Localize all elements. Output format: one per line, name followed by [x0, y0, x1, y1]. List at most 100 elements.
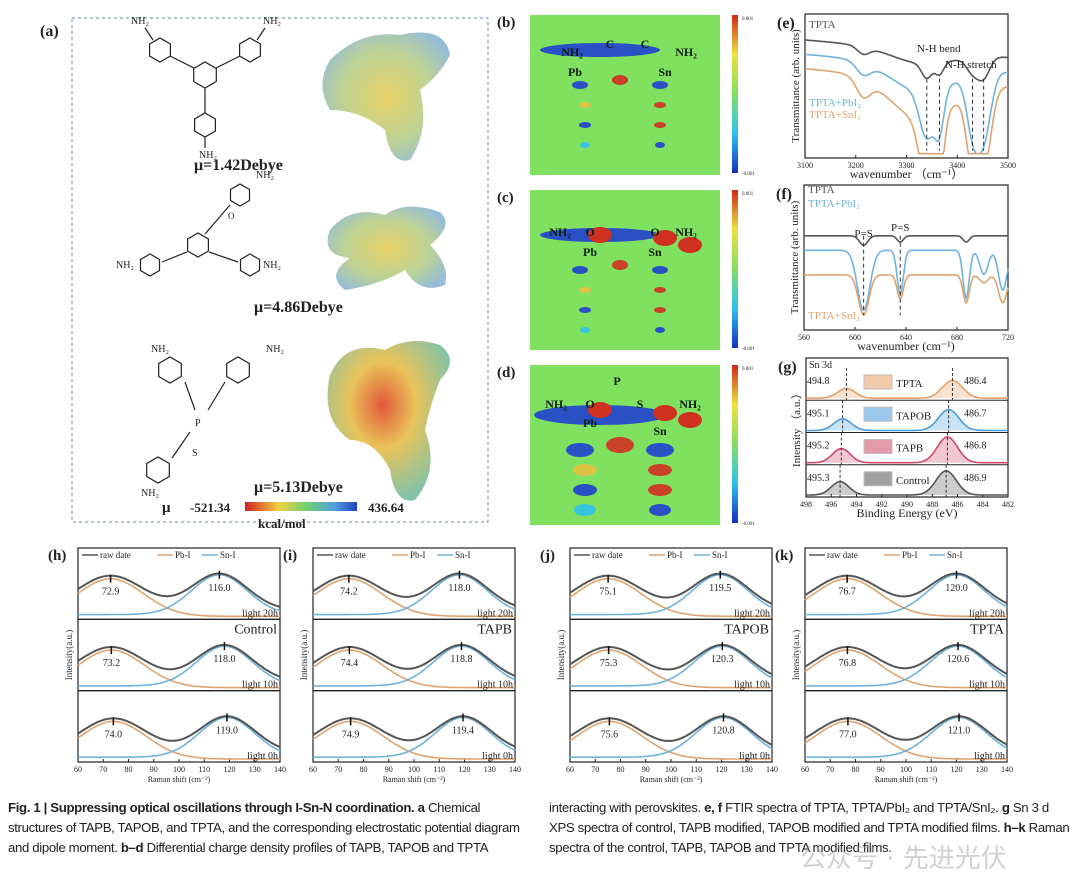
x-tick-label: 60 — [309, 765, 317, 774]
legend-label: Sn-I — [947, 550, 963, 560]
x-tick-label: 482 — [1002, 500, 1014, 509]
legend-label: Pb-I — [175, 550, 191, 560]
charge-density-blob — [654, 307, 666, 313]
x-axis-label: Binding Energy (eV) — [856, 506, 957, 520]
charge-density-blob — [572, 81, 588, 89]
panel-k-label: (k) — [775, 548, 793, 564]
legend-label: raw date — [592, 550, 623, 560]
charge-density-blob — [612, 75, 628, 85]
sn-i-fit-line — [78, 645, 281, 687]
pb-i-fit-line — [312, 720, 515, 760]
x-tick-label: 130 — [741, 765, 753, 774]
atom-label: Pb — [583, 416, 597, 430]
benzene-ring — [239, 37, 261, 63]
x-tick-label: 600 — [849, 333, 861, 342]
bond — [144, 27, 154, 41]
charge-density-blob — [574, 504, 596, 516]
x-tick-label: 110 — [198, 765, 210, 774]
x-tick-label: 100 — [900, 765, 912, 774]
colorbar-min: -0.001 — [742, 522, 755, 527]
legend-label: Sn-I — [220, 550, 236, 560]
pb-i-peak-label: 76.7 — [838, 587, 856, 598]
x-tick-label: 680 — [951, 333, 963, 342]
x-tick-label: 80 — [617, 765, 625, 774]
pb-i-peak-label: 75.1 — [599, 587, 617, 598]
x-axis-label: Raman shift (cm⁻²) — [640, 775, 703, 784]
y-axis-label: Intensity(a.u.) — [791, 630, 801, 680]
pb-i-peak-label: 74.9 — [342, 729, 360, 740]
charge-density-blob — [579, 122, 591, 128]
esp-colorbar-max: 436.64 — [368, 500, 404, 515]
x-tick-label: 80 — [125, 765, 133, 774]
sn-i-fit-line — [78, 716, 281, 758]
x-tick-label: 3200 — [848, 161, 864, 170]
pb-i-peak-label: 74.2 — [340, 587, 358, 598]
panel-a-frame — [71, 17, 489, 523]
atom-label: P — [613, 374, 620, 388]
x-tick-label: 90 — [877, 765, 885, 774]
charge-density-blob — [652, 266, 668, 274]
legend-label: TPTA — [809, 19, 836, 31]
charge-density-blob — [655, 327, 665, 333]
y-axis-label: Transmittance (arb. units) — [790, 29, 802, 143]
benzene-ring — [226, 356, 250, 384]
sn-i-peak-label: 120.6 — [947, 654, 970, 665]
x-tick-label: 130 — [976, 765, 988, 774]
dipole-moment-label: μ=5.13Debye — [254, 479, 343, 496]
sn-i-peak-label: 119.5 — [709, 583, 731, 594]
charge-density-blob — [654, 102, 666, 108]
raw-data-line — [77, 572, 281, 608]
x-tick-label: 110 — [433, 765, 445, 774]
peak-label: 495.3 — [807, 473, 830, 484]
x-tick-label: 60 — [801, 765, 809, 774]
spectrum-line — [804, 249, 1009, 311]
atom-label: O — [585, 225, 594, 239]
charge-density-blob — [588, 227, 612, 243]
charge-density-blob — [573, 484, 597, 496]
sample-label: TAPOB — [724, 622, 769, 637]
amine-label: NH₂ — [256, 170, 274, 181]
x-tick-label: 130 — [484, 765, 496, 774]
benzene-ring — [158, 356, 182, 384]
xps-line — [806, 408, 1008, 432]
xps-fill — [806, 470, 1008, 495]
panel-h-label: (h) — [48, 548, 66, 564]
light-time-label: light 20h — [477, 608, 513, 619]
sn-i-fit-line — [570, 574, 773, 616]
x-tick-label: 60 — [74, 765, 82, 774]
x-tick-label: 494 — [851, 500, 863, 509]
pb-i-peak-label: 75.6 — [601, 729, 619, 740]
esp-surface-tpta — [327, 341, 450, 501]
annotation-label: P=S — [854, 228, 872, 240]
spectrum-line — [804, 67, 1009, 155]
annotation-label: P=S — [891, 222, 909, 234]
sample-label: TPTA — [970, 622, 1005, 637]
pb-i-fit-line — [312, 649, 515, 689]
legend-label: Sn-I — [712, 550, 728, 560]
legend-label: TAPB — [896, 443, 923, 455]
charge-density-blob — [540, 43, 660, 57]
pb-i-fit-line — [804, 577, 1007, 618]
light-time-label: light 0h — [482, 751, 513, 762]
colorbar-max: 0.001 — [742, 192, 754, 197]
x-tick-label: 120 — [716, 765, 728, 774]
caption-bold-text: e, f — [704, 800, 722, 815]
legend-swatch — [863, 406, 893, 422]
light-time-label: light 10h — [969, 680, 1005, 691]
xps-fill — [806, 436, 1008, 463]
raw-data-line — [804, 643, 1008, 675]
pb-i-peak-label: 73.2 — [103, 658, 121, 669]
x-tick-label: 70 — [334, 765, 342, 774]
x-tick-label: 120 — [951, 765, 963, 774]
atom-label: NH₂ — [545, 397, 567, 411]
x-tick-label: 140 — [509, 765, 521, 774]
raw-data-line — [569, 572, 773, 605]
x-tick-label: 496 — [825, 500, 837, 509]
x-tick-label: 90 — [150, 765, 158, 774]
x-tick-label: 140 — [766, 765, 778, 774]
charge-density-blob — [648, 464, 672, 476]
sn-i-peak-label: 116.0 — [208, 583, 230, 594]
peak-label: 486.8 — [964, 441, 987, 452]
x-tick-label: 130 — [249, 765, 261, 774]
y-axis-label: Intensity （a.u.） — [790, 388, 803, 467]
